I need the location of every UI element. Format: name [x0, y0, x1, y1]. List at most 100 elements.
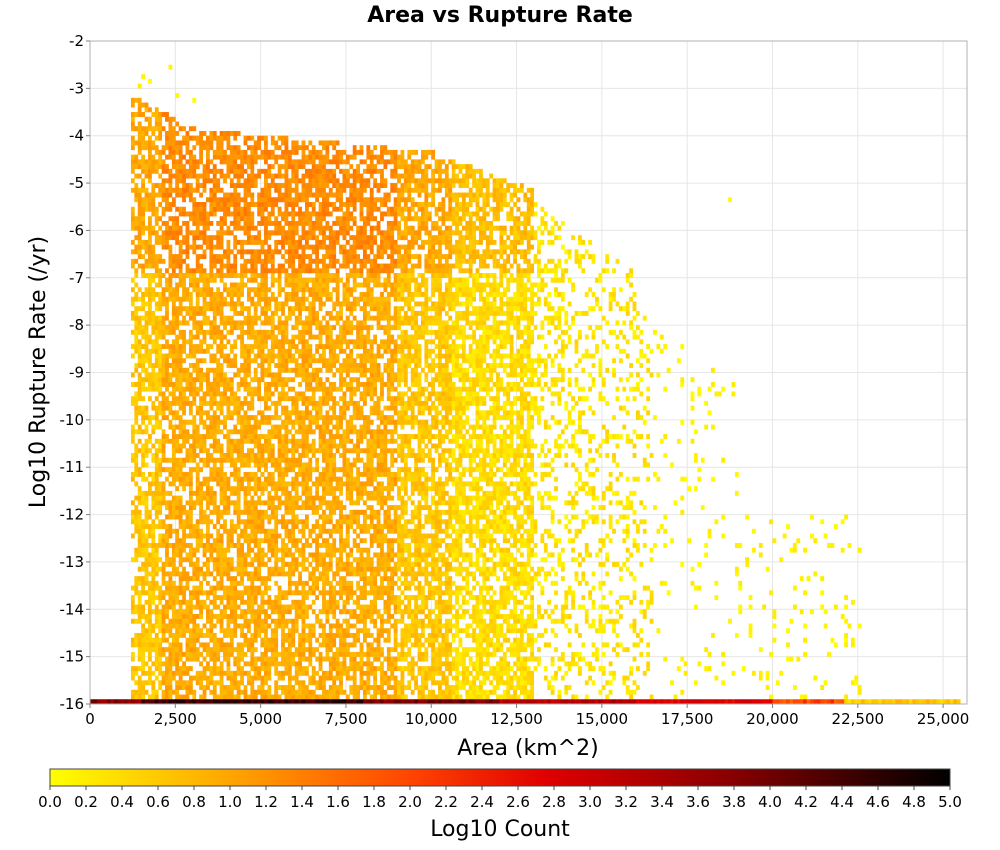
heatmap-cell [226, 168, 231, 174]
heatmap-cell [287, 358, 292, 364]
heatmap-cell [185, 481, 190, 487]
heatmap-cell [240, 580, 244, 586]
heatmap-cell [284, 666, 289, 672]
heatmap-cell [257, 315, 262, 321]
heatmap-cell [233, 164, 238, 170]
heatmap-cell [277, 164, 282, 170]
heatmap-cell [277, 306, 282, 312]
heatmap-cell [188, 164, 193, 170]
heatmap-cell [287, 249, 292, 255]
heatmap-cell [253, 632, 258, 638]
heatmap-cell [325, 419, 330, 425]
heatmap-cell [281, 675, 285, 681]
heatmap-cell [236, 500, 241, 506]
heatmap-cell [304, 486, 309, 492]
heatmap-cell [274, 490, 279, 496]
heatmap-cell [281, 339, 285, 345]
heatmap-cell [226, 268, 231, 274]
heatmap-cell [301, 685, 306, 690]
heatmap-cell [192, 415, 197, 421]
heatmap-cell [137, 249, 142, 255]
heatmap-cell [318, 514, 323, 520]
heatmap-cell [165, 339, 169, 345]
heatmap-cell [260, 244, 265, 250]
heatmap-cell [304, 192, 309, 198]
heatmap-cell [209, 571, 214, 577]
heatmap-cell [243, 353, 248, 359]
heatmap-cell [264, 381, 268, 387]
heatmap-cell [318, 405, 323, 411]
heatmap-cell [175, 254, 180, 260]
heatmap-cell [277, 273, 282, 278]
heatmap-cell [294, 443, 299, 449]
heatmap-cell [253, 225, 258, 231]
heatmap-cell [325, 647, 330, 653]
heatmap-cell [311, 334, 316, 340]
heatmap-cell [219, 391, 224, 397]
heatmap-cell [229, 183, 234, 189]
heatmap-cell [250, 263, 255, 269]
heatmap-cell [311, 528, 316, 534]
heatmap-cell [219, 533, 224, 539]
heatmap-cell [298, 178, 302, 184]
heatmap-cell [270, 642, 275, 648]
heatmap-cell [141, 524, 145, 529]
heatmap-cell [212, 130, 217, 136]
heatmap-cell [298, 604, 302, 610]
heatmap-cell [270, 453, 275, 458]
heatmap-cell [250, 614, 255, 619]
heatmap-cell [253, 538, 258, 544]
heatmap-cell [264, 415, 268, 421]
heatmap-cell [137, 121, 142, 127]
heatmap-cell [284, 325, 289, 331]
heatmap-cell [223, 656, 227, 662]
heatmap-cell [274, 230, 279, 236]
heatmap-cell [165, 661, 169, 667]
heatmap-cell [168, 405, 173, 411]
heatmap-cell [216, 670, 221, 676]
heatmap-cell [260, 675, 265, 681]
heatmap-cell [192, 443, 197, 449]
heatmap-cell [209, 680, 214, 686]
heatmap-cell [141, 405, 145, 411]
heatmap-cell [226, 159, 231, 165]
heatmap-cell [246, 400, 251, 406]
heatmap-cell [294, 604, 299, 610]
heatmap-cell [134, 666, 139, 672]
heatmap-cell [141, 651, 145, 657]
heatmap-cell [257, 396, 262, 402]
heatmap-cell [158, 419, 163, 425]
heatmap-cell [182, 367, 186, 373]
heatmap-cell [264, 481, 268, 487]
heatmap-cell [304, 590, 309, 596]
heatmap-cell [212, 614, 217, 619]
heatmap-cell [267, 334, 272, 340]
heatmap-cell [192, 159, 197, 165]
heatmap-cell [264, 623, 268, 629]
heatmap-cell [311, 623, 316, 629]
heatmap-cell [154, 637, 159, 643]
heatmap-cell [154, 149, 159, 155]
heatmap-cell [311, 675, 316, 681]
heatmap-cell [144, 590, 149, 596]
heatmap-cell [154, 216, 159, 222]
heatmap-cell [223, 372, 227, 378]
heatmap-cell [267, 168, 272, 174]
heatmap-cell [267, 358, 272, 364]
heatmap-cell [315, 381, 320, 387]
heatmap-cell [137, 547, 142, 553]
heatmap-cell [161, 457, 166, 463]
heatmap-cell [151, 599, 156, 605]
heatmap-cell [287, 159, 292, 165]
heatmap-cell [298, 689, 302, 695]
heatmap-cell [199, 268, 204, 274]
heatmap-cell [206, 486, 210, 492]
heatmap-cell [226, 429, 231, 435]
heatmap-cell [267, 183, 272, 189]
heatmap-cell [144, 353, 149, 359]
heatmap-cell [287, 457, 292, 463]
heatmap-cell [240, 542, 244, 548]
heatmap-cell [267, 542, 272, 548]
heatmap-cell [195, 675, 200, 681]
heatmap-cell [267, 367, 272, 373]
